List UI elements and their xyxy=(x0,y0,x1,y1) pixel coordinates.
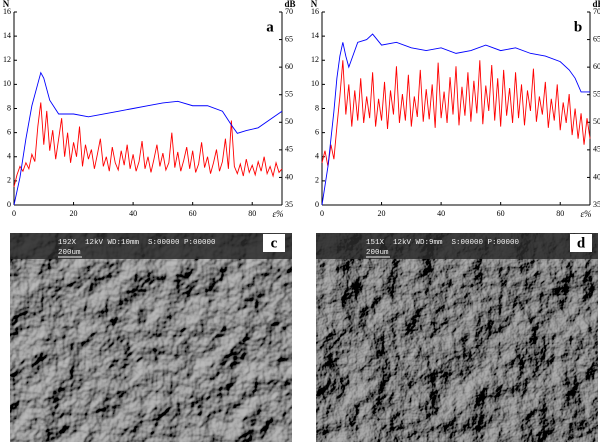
y-tick-label: 16 xyxy=(311,7,319,16)
y2-tick-label: 65 xyxy=(593,34,600,43)
panel-label-box xyxy=(263,234,285,252)
y-tick-label: 10 xyxy=(3,79,11,88)
count-line xyxy=(13,102,283,188)
y-tick-label: 12 xyxy=(311,55,319,64)
sem-image-c: 192X 12kV WD:10mm S:00000 P:00000 200um … xyxy=(10,233,292,442)
chart: 0 2 4 6 8 10 12 14 16 35 40 45 50 55 60 65 70 0 20 40 60 80 N d… xyxy=(311,0,600,219)
panel-label: b xyxy=(574,19,582,35)
y2-tick-label: 35 xyxy=(285,200,293,209)
x-tick-label: 0 xyxy=(320,209,324,218)
count-line xyxy=(321,60,591,167)
sem-scale: 200um xyxy=(58,249,81,257)
chart: 0 2 4 6 8 10 12 14 16 35 40 45 50 55 60 65 70 0 20 40 60 80 N d… xyxy=(3,0,296,219)
y-tick-label: 14 xyxy=(3,31,11,40)
y-tick-label: 6 xyxy=(7,127,11,136)
x-axis-label: ε% xyxy=(580,209,591,219)
sem-image-d: 151X 12kV WD:9mm S:00000 P:00000 200um d xyxy=(316,233,598,442)
y-tick-label: 0 xyxy=(315,200,319,209)
y2-tick-label: 50 xyxy=(285,117,293,126)
y-axis-label: N xyxy=(311,0,318,9)
y2-tick-label: 60 xyxy=(593,62,600,71)
x-tick-label: 0 xyxy=(12,209,16,218)
y-tick-label: 14 xyxy=(311,31,319,40)
x-tick-label: 40 xyxy=(437,209,445,218)
x-tick-label: 80 xyxy=(556,209,564,218)
sem-texture xyxy=(10,233,292,442)
y2-tick-label: 70 xyxy=(593,7,600,16)
y2-axis-label: dB xyxy=(284,0,295,9)
y-tick-label: 6 xyxy=(315,127,319,136)
y-axis-label: N xyxy=(3,0,10,9)
sem-info: 192X 12kV WD:10mm S:00000 P:00000 xyxy=(58,239,216,247)
y2-axis-label: dB xyxy=(592,0,600,9)
x-tick-label: 60 xyxy=(189,209,197,218)
x-tick-label: 20 xyxy=(378,209,386,218)
panel-label: a xyxy=(266,19,274,35)
sem-header xyxy=(316,233,598,259)
y-tick-label: 4 xyxy=(7,152,11,161)
y-tick-label: 2 xyxy=(315,176,319,185)
x-axis-label: ε% xyxy=(272,209,283,219)
panel-label: c xyxy=(271,235,278,251)
y2-tick-label: 70 xyxy=(285,7,293,16)
x-tick-label: 80 xyxy=(248,209,256,218)
sem-info: 151X 12kV WD:9mm S:00000 P:00000 xyxy=(366,239,520,247)
y-tick-label: 8 xyxy=(7,103,11,112)
sem-texture xyxy=(316,233,598,442)
y2-tick-label: 45 xyxy=(593,145,600,154)
x-tick-label: 20 xyxy=(70,209,78,218)
sem-header xyxy=(10,233,292,259)
y-tick-label: 10 xyxy=(311,79,319,88)
y2-tick-label: 40 xyxy=(285,172,293,181)
y-tick-label: 12 xyxy=(3,55,11,64)
panel-label: d xyxy=(577,235,586,251)
sem-scale: 200um xyxy=(366,249,389,257)
panel-label-box xyxy=(570,234,592,252)
y2-tick-label: 55 xyxy=(593,90,600,99)
y2-tick-label: 45 xyxy=(285,145,293,154)
db-line xyxy=(321,33,590,206)
y2-tick-label: 50 xyxy=(593,117,600,126)
y-tick-label: 16 xyxy=(3,7,11,16)
y2-tick-label: 60 xyxy=(285,62,293,71)
y2-tick-label: 35 xyxy=(593,200,600,209)
db-line xyxy=(13,71,283,206)
y-tick-label: 8 xyxy=(315,103,319,112)
y-tick-label: 0 xyxy=(7,200,11,209)
x-tick-label: 60 xyxy=(497,209,505,218)
x-tick-label: 40 xyxy=(129,209,137,218)
y2-tick-label: 65 xyxy=(285,34,293,43)
y-tick-label: 4 xyxy=(315,152,319,161)
y2-tick-label: 55 xyxy=(285,90,293,99)
y2-tick-label: 40 xyxy=(593,172,600,181)
y-tick-label: 2 xyxy=(7,176,11,185)
